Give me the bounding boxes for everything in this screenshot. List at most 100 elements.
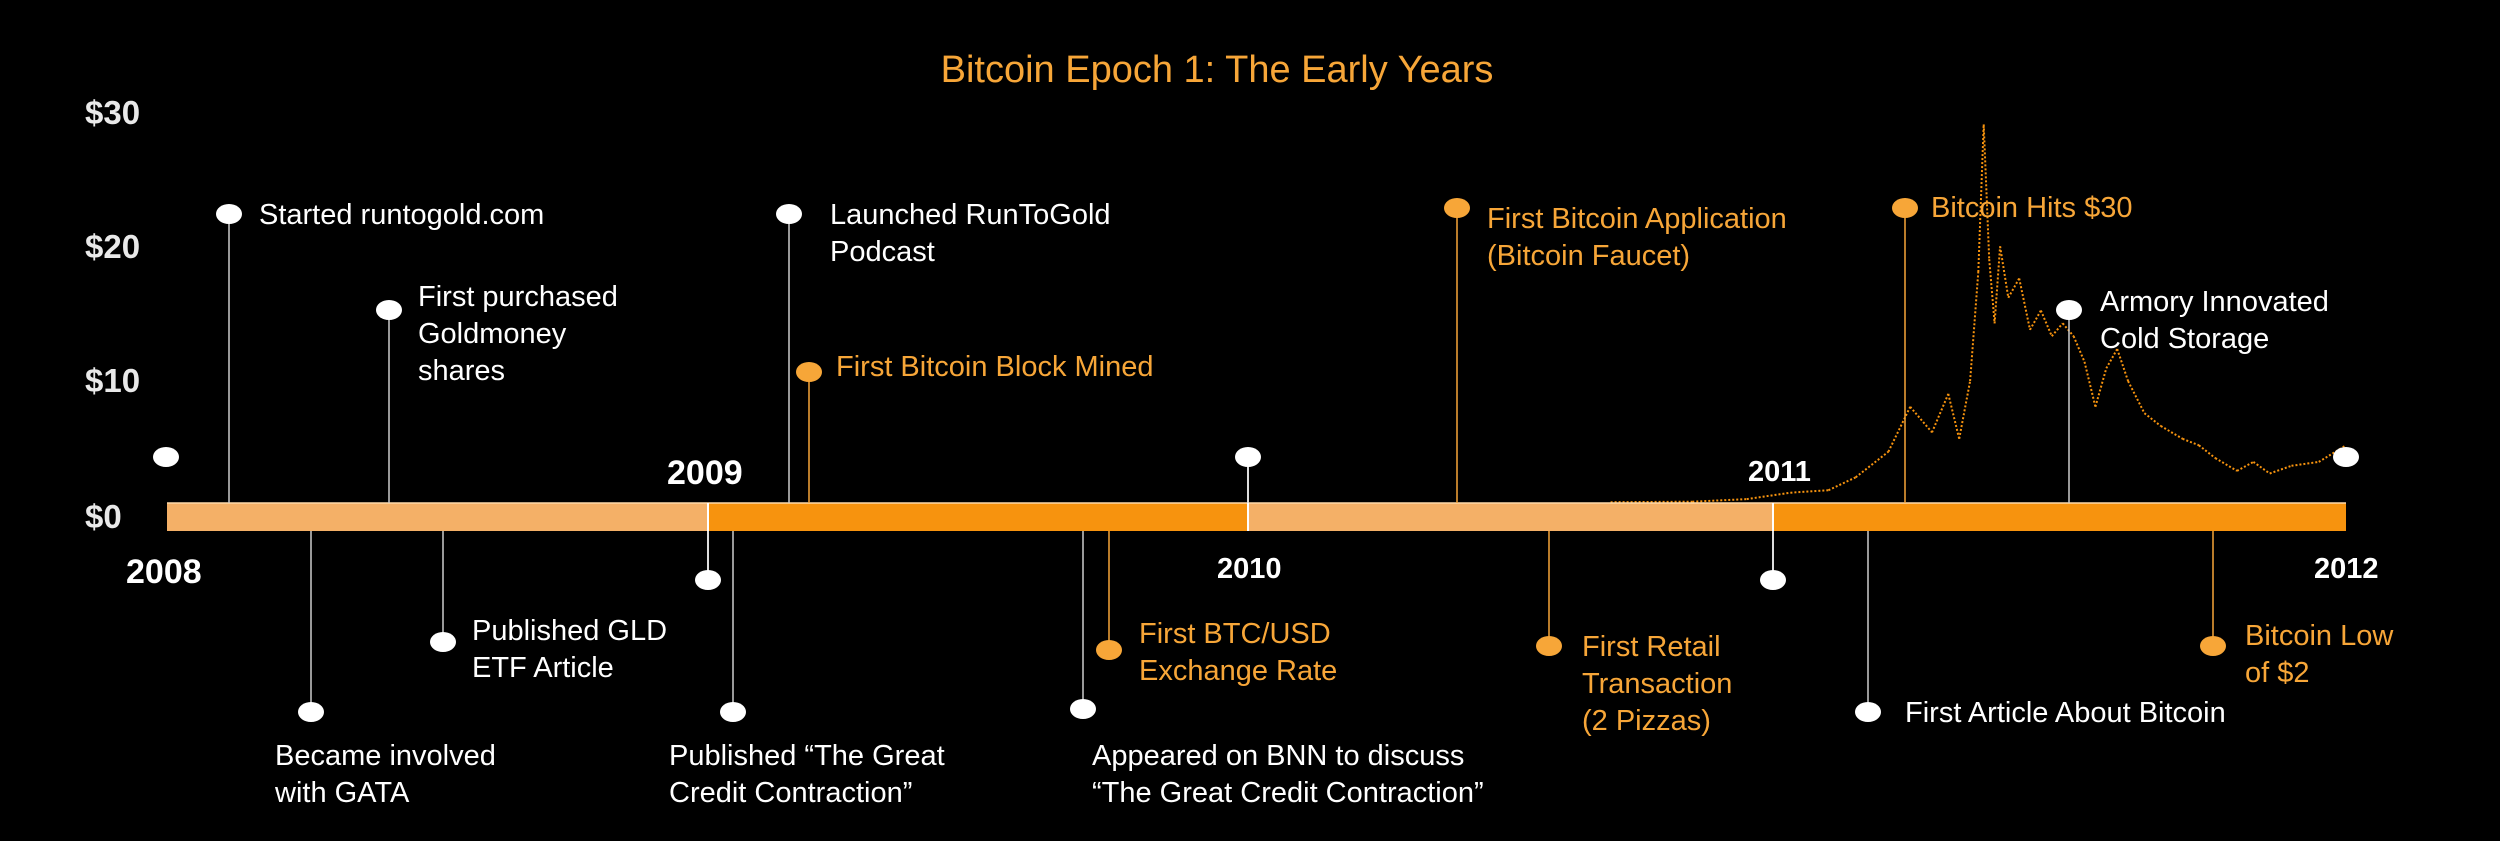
year-label-2011: 2011 bbox=[1748, 456, 1811, 488]
price-line-segment bbox=[1855, 450, 1890, 479]
price-line-segment bbox=[2127, 380, 2146, 414]
price-line-segment bbox=[1993, 246, 2002, 324]
year-marker bbox=[153, 447, 179, 467]
event-great-credit-contraction: Published “The Great Credit Contraction” bbox=[669, 531, 945, 809]
event-first-block-mined: First Bitcoin Block Mined bbox=[796, 351, 1154, 503]
price-line-segment bbox=[2143, 412, 2162, 427]
price-line-segment bbox=[2029, 310, 2042, 331]
year-marker bbox=[695, 570, 721, 590]
event-marker bbox=[776, 204, 802, 224]
timeline-bar bbox=[167, 502, 2346, 531]
year-label-2009: 2009 bbox=[667, 454, 743, 492]
price-line-segment bbox=[2018, 278, 2031, 331]
year-label-2010: 2010 bbox=[1217, 553, 1282, 585]
price-line-segment bbox=[1982, 124, 1991, 260]
price-line-segment bbox=[2182, 437, 2200, 447]
price-line-segment bbox=[2094, 368, 2108, 408]
price-line-segment bbox=[1977, 124, 1985, 273]
price-line-segment bbox=[2252, 461, 2271, 475]
event-label: Bitcoin Low bbox=[2245, 620, 2394, 652]
event-label: Cold Storage bbox=[2100, 323, 2269, 355]
event-label: First Bitcoin Application bbox=[1487, 203, 1787, 235]
y-tick-label: $20 bbox=[85, 228, 140, 265]
price-line-segment bbox=[2269, 464, 2292, 475]
event-marker bbox=[720, 702, 746, 722]
event-label: ETF Article bbox=[472, 652, 614, 684]
price-line-segment bbox=[2007, 277, 2021, 299]
event-label: Goldmoney bbox=[418, 318, 567, 350]
event-marker bbox=[1536, 636, 1562, 656]
event-label: (2 Pizzas) bbox=[1582, 705, 1711, 737]
event-label: Bitcoin Hits $30 bbox=[1931, 192, 2133, 224]
event-label: Credit Contraction” bbox=[669, 777, 912, 809]
price-line-segment bbox=[1692, 498, 1747, 503]
price-line-segment bbox=[1947, 393, 1961, 440]
event-started-runtogold: Started runtogold.com bbox=[216, 199, 544, 503]
chart-title: Bitcoin Epoch 1: The Early Years bbox=[941, 49, 1494, 91]
year-marker bbox=[1760, 570, 1786, 590]
event-marker bbox=[216, 204, 242, 224]
event-label: shares bbox=[418, 355, 505, 387]
event-marker bbox=[1892, 198, 1918, 218]
year-markers bbox=[153, 447, 2359, 590]
event-bnn-appearance: Appeared on BNN to discuss “The Great Cr… bbox=[1070, 531, 1484, 809]
price-line-segment bbox=[2291, 460, 2319, 467]
event-label: First purchased bbox=[418, 281, 618, 313]
price-line-segment bbox=[2051, 322, 2064, 337]
event-marker bbox=[376, 300, 402, 320]
bar-segment-2009 bbox=[708, 503, 1248, 531]
event-label: First Retail bbox=[1582, 631, 1721, 663]
event-gata: Became involved with GATA bbox=[274, 531, 496, 809]
event-label: Became involved bbox=[275, 740, 496, 772]
event-label: (Bitcoin Faucet) bbox=[1487, 240, 1690, 272]
y-axis: $0 $10 $20 $30 bbox=[85, 94, 140, 535]
year-labels: 2008 2009 2010 2011 2012 bbox=[126, 454, 2379, 591]
event-label: Armory Innovated bbox=[2100, 286, 2329, 318]
price-line-segment bbox=[1909, 406, 1933, 434]
event-marker bbox=[1444, 198, 1470, 218]
bar-segment-2011 bbox=[1773, 503, 2346, 531]
event-bitcoin-hits-30: Bitcoin Hits $30 bbox=[1892, 192, 2133, 503]
price-line-segment bbox=[1790, 489, 1829, 494]
event-marker bbox=[1070, 699, 1096, 719]
event-label: Published GLD bbox=[472, 615, 667, 647]
event-label: First Article About Bitcoin bbox=[1905, 697, 2226, 729]
price-line-segment bbox=[1610, 500, 1693, 504]
event-label: Podcast bbox=[830, 236, 935, 268]
event-marker bbox=[2200, 636, 2226, 656]
event-armory-cold-storage: Armory Innovated Cold Storage bbox=[2056, 286, 2329, 503]
event-pizza-transaction: First Retail Transaction (2 Pizzas) bbox=[1536, 531, 1732, 737]
price-line-segment bbox=[1931, 393, 1950, 433]
price-line-segment bbox=[2083, 361, 2097, 408]
event-goldmoney-shares: First purchased Goldmoney shares bbox=[376, 281, 618, 503]
event-label: Appeared on BNN to discuss bbox=[1092, 740, 1464, 772]
event-marker bbox=[796, 362, 822, 382]
year-label-2012: 2012 bbox=[2314, 553, 2379, 585]
event-label: with GATA bbox=[274, 777, 410, 809]
price-line-segment bbox=[2318, 444, 2347, 463]
price-line-segment bbox=[2061, 322, 2075, 337]
event-bitcoin-low: Bitcoin Low of $2 bbox=[2200, 531, 2394, 689]
price-line-segment bbox=[1988, 259, 1996, 324]
year-label-2008: 2008 bbox=[126, 553, 202, 591]
event-label: of $2 bbox=[2245, 657, 2310, 689]
event-marker bbox=[1855, 702, 1881, 722]
price-line-segment bbox=[2116, 348, 2130, 382]
price-line-segment bbox=[1999, 246, 2010, 298]
price-line-segment bbox=[2214, 457, 2238, 472]
event-gld-etf-article: Published GLD ETF Article bbox=[430, 531, 667, 684]
price-line-segment bbox=[1746, 491, 1791, 501]
event-marker bbox=[1096, 640, 1122, 660]
event-marker bbox=[430, 632, 456, 652]
price-line-segment bbox=[1969, 271, 1980, 382]
event-marker bbox=[298, 702, 324, 722]
price-line-segment bbox=[1958, 380, 1972, 439]
event-btc-usd-rate: First BTC/USD Exchange Rate bbox=[1096, 531, 1337, 687]
event-label: Exchange Rate bbox=[1139, 655, 1337, 687]
price-line-segment bbox=[2039, 310, 2053, 337]
price-line-segment bbox=[1828, 476, 1857, 492]
price-line-segment bbox=[2072, 335, 2086, 363]
event-label: Started runtogold.com bbox=[259, 199, 544, 231]
